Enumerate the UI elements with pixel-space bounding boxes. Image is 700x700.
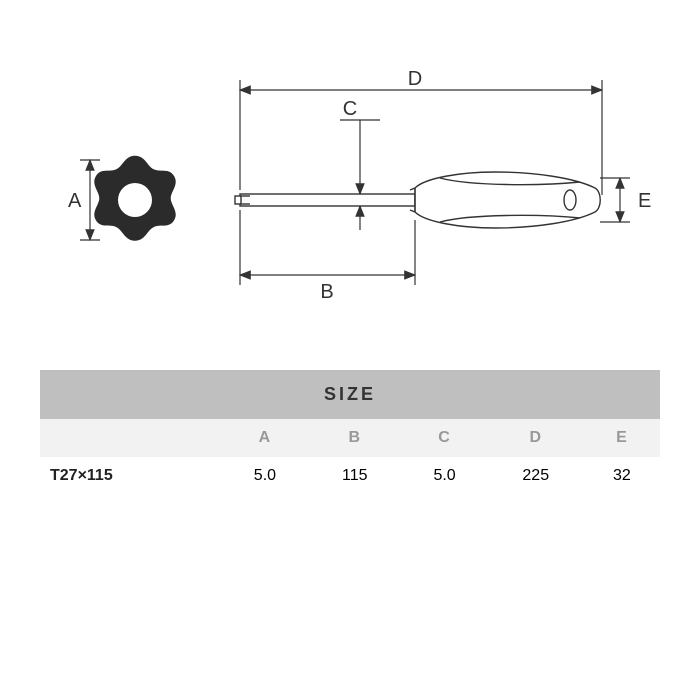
col-d: D [488, 419, 584, 457]
val-b: 115 [308, 457, 402, 495]
val-a: 5.0 [222, 457, 308, 495]
torx-cross-section [94, 156, 175, 241]
column-header-row: A B C D E [40, 419, 660, 457]
screwdriver-side [235, 172, 600, 228]
col-e: E [584, 419, 660, 457]
col-b: B [308, 419, 402, 457]
val-e: 32 [584, 457, 660, 495]
table-title: SIZE [40, 370, 660, 419]
size-table: SIZE A B C D E T27×115 5.0 115 5.0 225 3… [40, 370, 660, 495]
val-c: 5.0 [402, 457, 488, 495]
dimension-e [600, 178, 630, 222]
table-row: T27×115 5.0 115 5.0 225 32 [40, 457, 660, 495]
col-blank [40, 419, 222, 457]
label-b: B [320, 281, 333, 303]
row-name: T27×115 [40, 457, 222, 495]
label-d: D [408, 68, 422, 90]
val-d: 225 [488, 457, 584, 495]
label-a: A [68, 190, 82, 212]
dimension-c [340, 120, 380, 230]
dimension-a [80, 160, 100, 240]
label-c: C [343, 98, 357, 120]
dimension-b [240, 210, 415, 285]
label-e: E [638, 190, 651, 212]
col-a: A [222, 419, 308, 457]
col-c: C [402, 419, 488, 457]
technical-diagram: A D C B [40, 60, 660, 340]
spec-table: A B C D E T27×115 5.0 115 5.0 225 32 [40, 419, 660, 495]
